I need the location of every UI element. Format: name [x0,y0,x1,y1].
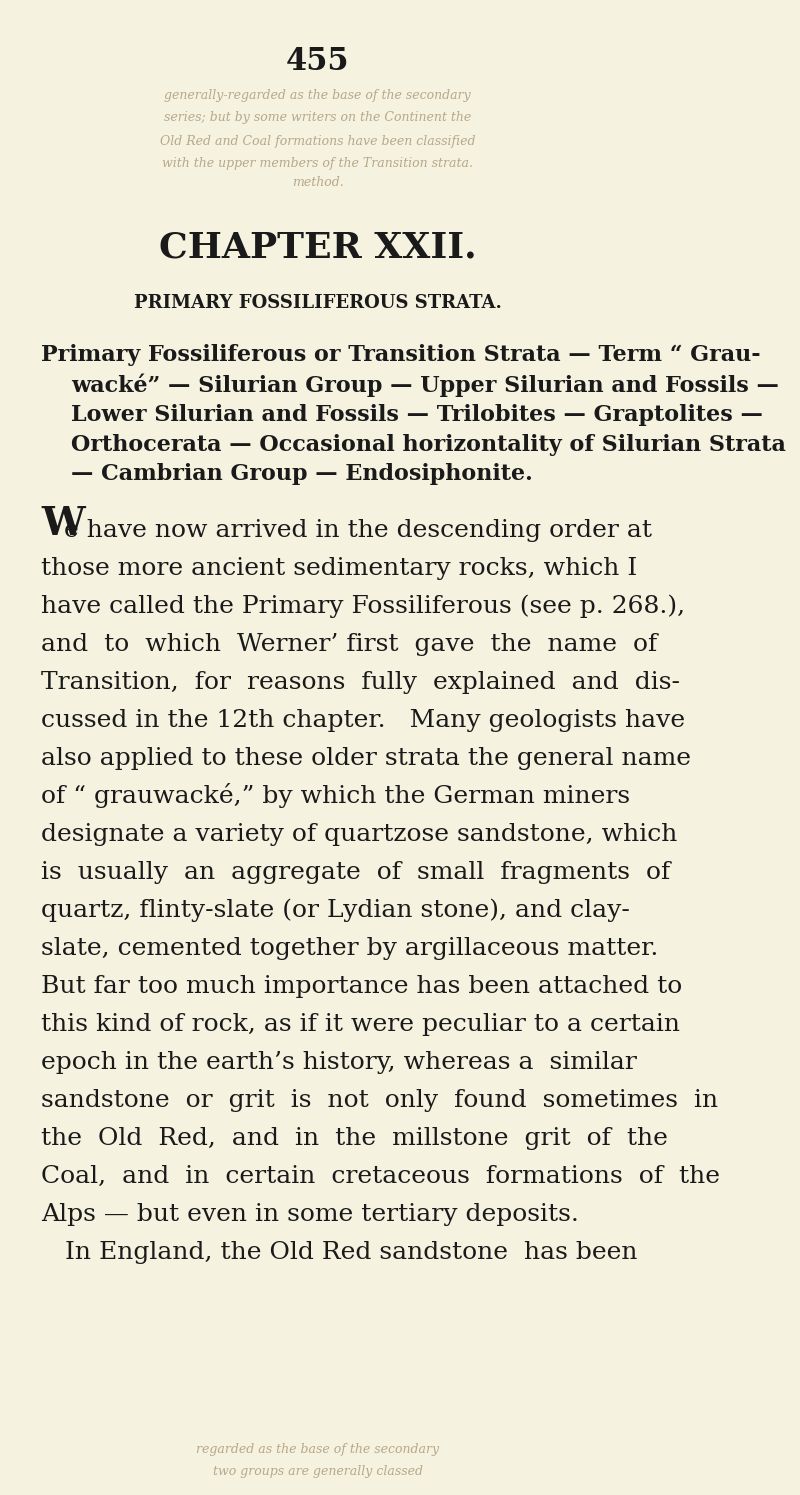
Text: W: W [42,505,85,543]
Text: designate a variety of quartzose sandstone, which: designate a variety of quartzose sandsto… [42,822,678,846]
Text: Transition,  for  reasons  fully  explained  and  dis-: Transition, for reasons fully explained … [42,670,680,694]
Text: Alps — but even in some tertiary deposits.: Alps — but even in some tertiary deposit… [42,1202,579,1226]
Text: slate, cemented together by argillaceous matter.: slate, cemented together by argillaceous… [42,936,658,960]
Text: wacké” — Silurian Group — Upper Silurian and Fossils —: wacké” — Silurian Group — Upper Silurian… [71,374,779,396]
Text: e have now arrived in the descending order at: e have now arrived in the descending ord… [63,519,651,541]
Text: generally-regarded as the base of the secondary: generally-regarded as the base of the se… [164,88,471,102]
Text: those more ancient sedimentary rocks, which I: those more ancient sedimentary rocks, wh… [42,556,638,580]
Text: cussed in the 12th chapter.   Many geologists have: cussed in the 12th chapter. Many geologi… [42,709,686,731]
Text: PRIMARY FOSSILIFEROUS STRATA.: PRIMARY FOSSILIFEROUS STRATA. [134,295,502,312]
Text: 455: 455 [286,46,350,78]
Text: Orthocerata — Occasional horizontality of Silurian Strata: Orthocerata — Occasional horizontality o… [71,434,786,456]
Text: Coal,  and  in  certain  cretaceous  formations  of  the: Coal, and in certain cretaceous formatio… [42,1165,720,1187]
Text: this kind of rock, as if it were peculiar to a certain: this kind of rock, as if it were peculia… [42,1012,680,1036]
Text: method.: method. [292,176,343,190]
Text: Lower Silurian and Fossils — Trilobites — Graptolites —: Lower Silurian and Fossils — Trilobites … [71,404,763,426]
Text: also applied to these older strata the general name: also applied to these older strata the g… [42,746,691,770]
Text: — Cambrian Group — Endosiphonite.: — Cambrian Group — Endosiphonite. [71,463,534,484]
Text: with the upper members of the Transition strata.: with the upper members of the Transition… [162,157,473,169]
Text: regarded as the base of the secondary: regarded as the base of the secondary [196,1444,439,1456]
Text: series; but by some writers on the Continent the: series; but by some writers on the Conti… [164,112,471,124]
Text: is  usually  an  aggregate  of  small  fragments  of: is usually an aggregate of small fragmen… [42,861,670,884]
Text: In England, the Old Red sandstone  has been: In England, the Old Red sandstone has be… [42,1241,638,1263]
Text: sandstone  or  grit  is  not  only  found  sometimes  in: sandstone or grit is not only found some… [42,1088,718,1111]
Text: have called the Primary Fossiliferous (see p. 268.),: have called the Primary Fossiliferous (s… [42,594,686,617]
Text: quartz, flinty-slate (or Lydian stone), and clay-: quartz, flinty-slate (or Lydian stone), … [42,898,630,922]
Text: Old Red and Coal formations have been classified: Old Red and Coal formations have been cl… [160,135,475,148]
Text: two groups are generally classed: two groups are generally classed [213,1465,422,1479]
Text: But far too much importance has been attached to: But far too much importance has been att… [42,975,682,997]
Text: CHAPTER XXII.: CHAPTER XXII. [159,232,477,265]
Text: the  Old  Red,  and  in  the  millstone  grit  of  the: the Old Red, and in the millstone grit o… [42,1127,668,1150]
Text: epoch in the earth’s history, whereas a  similar: epoch in the earth’s history, whereas a … [42,1051,637,1073]
Text: of “ grauwacké,” by which the German miners: of “ grauwacké,” by which the German min… [42,783,630,809]
Text: and  to  which  Werner’ first  gave  the  name  of: and to which Werner’ first gave the name… [42,632,658,655]
Text: Primary Fossiliferous or Transition Strata — Term “ Grau-: Primary Fossiliferous or Transition Stra… [42,344,761,366]
